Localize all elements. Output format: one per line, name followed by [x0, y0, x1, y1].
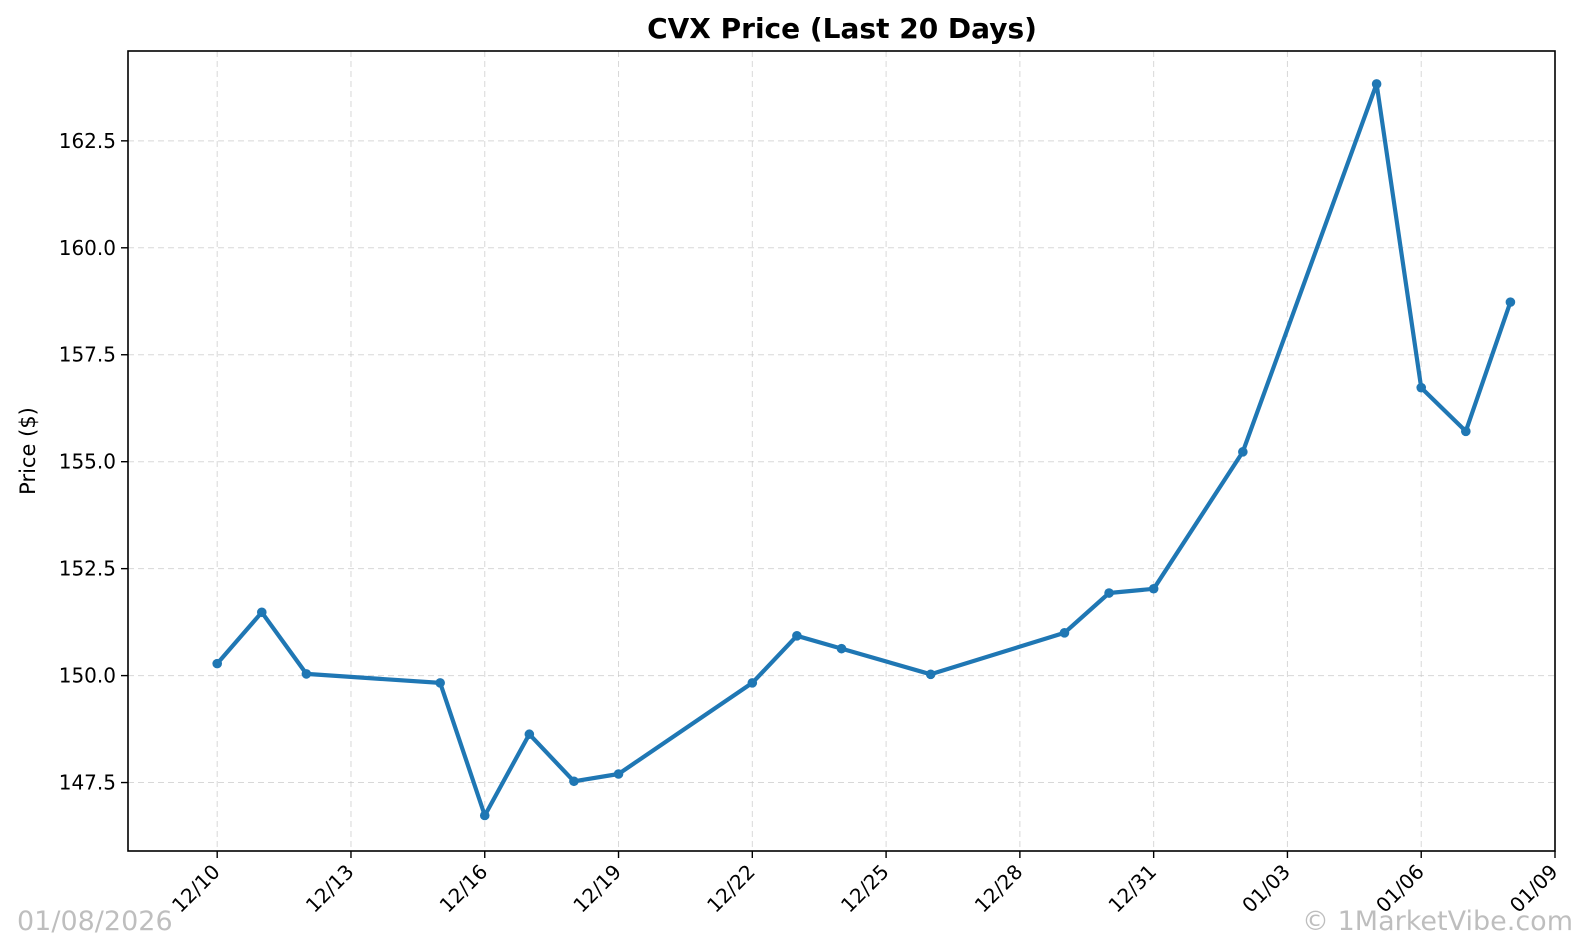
price-data-point	[479, 810, 490, 821]
date-watermark: 01/08/2026	[17, 906, 173, 937]
y-tick-label: 152.5	[59, 557, 116, 581]
x-tick-label: 12/10	[167, 860, 225, 918]
price-data-point	[613, 769, 624, 779]
price-data-point	[1104, 588, 1114, 598]
price-data-point	[747, 678, 758, 688]
x-tick-label: 12/28	[970, 860, 1028, 918]
price-series-line	[215, 81, 1513, 818]
price-data-point	[792, 631, 802, 641]
price-data-point	[256, 607, 267, 618]
copyright-watermark: © 1MarketVibe.com	[1302, 906, 1573, 937]
price-data-point	[1416, 382, 1427, 393]
x-tick-label: 12/16	[435, 860, 493, 918]
x-tick-label: 12/19	[568, 860, 626, 918]
price-data-point	[524, 729, 535, 740]
y-tick-label: 157.5	[59, 343, 116, 367]
price-data-point	[435, 678, 445, 688]
price-data-point	[1059, 628, 1070, 638]
price-data-point	[569, 776, 579, 787]
y-tick-label: 162.5	[59, 129, 116, 153]
price-data-point	[1371, 79, 1382, 89]
y-axis: 147.5 150.0 152.5 155.0 157.5 160.0 162.5	[59, 129, 128, 795]
price-data-point	[212, 658, 222, 669]
price-data-point	[836, 643, 847, 654]
x-tick-label: 12/25	[836, 860, 894, 918]
y-tick-label: 160.0	[59, 236, 116, 260]
series-layer	[212, 79, 1516, 821]
y-tick-label: 147.5	[59, 771, 116, 795]
x-tick-label: 01/03	[1237, 860, 1295, 918]
y-tick-label: 155.0	[59, 450, 116, 474]
grid	[128, 51, 1556, 851]
price-data-point	[1461, 426, 1471, 437]
plot-area	[127, 50, 1556, 852]
chart-title: CVX Price (Last 20 Days)	[647, 12, 1037, 45]
price-data-point	[1148, 583, 1159, 594]
y-axis-label: Price ($)	[16, 407, 40, 495]
x-tick-label: 12/22	[702, 860, 760, 918]
x-tick-label: 12/13	[301, 860, 359, 918]
x-tick-label: 12/31	[1103, 860, 1161, 918]
price-data-point	[925, 669, 936, 680]
price-data-point	[301, 669, 312, 679]
price-data-point	[1505, 297, 1516, 307]
price-data-point	[1238, 447, 1248, 457]
y-tick-label: 150.0	[59, 664, 116, 688]
